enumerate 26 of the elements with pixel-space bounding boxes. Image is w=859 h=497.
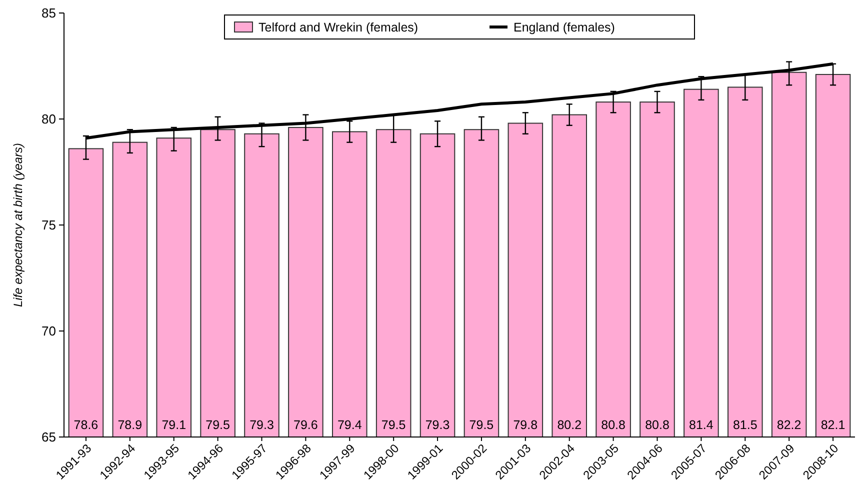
data-label: 80.8 [601,418,626,432]
y-tick-label: 65 [42,430,56,445]
data-label: 79.5 [469,418,494,432]
data-label: 79.8 [513,418,538,432]
data-label: 80.2 [557,418,582,432]
legend-label: Telford and Wrekin (females) [258,20,418,34]
data-label: 81.5 [732,418,758,432]
y-tick-label: 75 [42,218,56,233]
y-tick-label: 70 [42,324,56,339]
data-label: 79.1 [162,418,186,432]
data-label: 78.6 [74,418,98,432]
data-label: 79.5 [381,418,406,432]
data-label: 79.3 [250,418,274,432]
y-tick-label: 85 [42,6,56,21]
data-label: 82.1 [820,418,846,432]
data-label: 79.6 [294,418,318,432]
data-label: 79.3 [425,418,450,432]
data-label: 78.9 [118,418,142,432]
data-label: 81.4 [689,418,714,432]
y-axis-title: Life expectancy at birth (years) [11,142,25,308]
data-label: 80.8 [645,418,670,432]
data-label: 79.5 [206,418,230,432]
data-label: 82.2 [776,418,802,432]
data-label: 79.4 [337,418,362,432]
legend-label: England (females) [514,20,615,34]
y-tick-label: 80 [42,112,56,127]
